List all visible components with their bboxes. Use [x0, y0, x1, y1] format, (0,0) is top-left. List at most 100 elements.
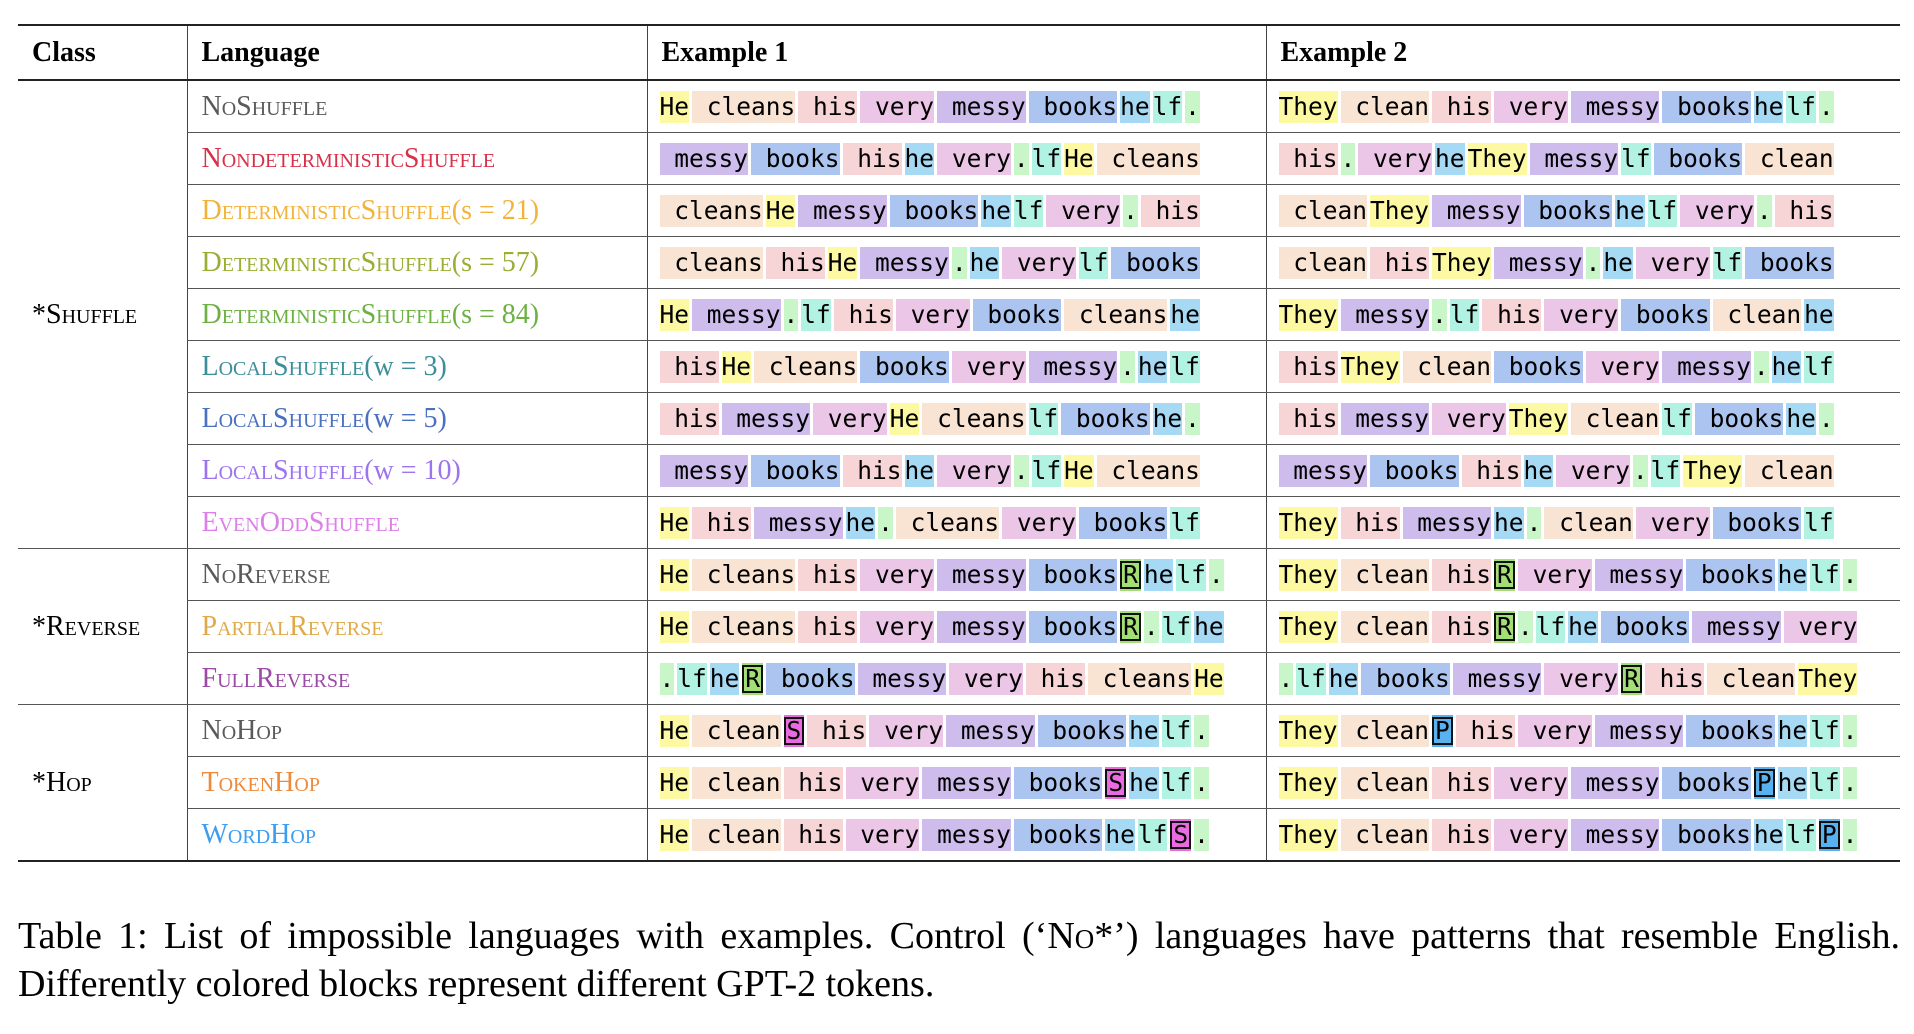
- table-row: LocalShuffle(w = 10) messy books his he v…: [18, 444, 1900, 497]
- token: clean: [1402, 350, 1492, 383]
- example-2-cell: clean his They messy. he very lf books: [1265, 236, 1900, 289]
- token: very: [860, 558, 935, 591]
- language-name: NoShuffle: [186, 80, 647, 133]
- example-2-cell: They messy. lf his very books clean he: [1265, 288, 1900, 341]
- token: he: [1777, 714, 1808, 747]
- language-name-text: DeterministicShuffle: [201, 298, 452, 330]
- token: messy: [946, 714, 1035, 747]
- example-1-cell: He messy. lf his very books cleans he: [646, 288, 1266, 341]
- language-name: PartialReverse: [186, 600, 647, 653]
- language-name-text: TokenHop: [201, 766, 320, 798]
- token: he: [1435, 142, 1465, 175]
- token: They: [1432, 246, 1492, 279]
- token: his: [783, 766, 843, 799]
- token: They: [1467, 142, 1527, 175]
- example-2-cell: They his messy he. clean very books lf: [1265, 496, 1900, 549]
- language-param: (s = 84): [451, 298, 540, 330]
- token: cleans: [754, 350, 858, 383]
- token: clean: [1340, 766, 1430, 799]
- language-name: NoReverse: [186, 548, 647, 601]
- token: messy: [1662, 350, 1751, 383]
- language-name-text: NoHop: [201, 714, 282, 746]
- token: lf: [1078, 246, 1109, 279]
- token: he: [1786, 402, 1816, 435]
- token: lf: [1449, 298, 1480, 331]
- token: They: [1278, 766, 1338, 799]
- example-1-cell: He clean his very messy books he lf S.: [646, 808, 1266, 861]
- token: .: [878, 506, 893, 539]
- marker-token-text: S: [1170, 820, 1192, 849]
- language-name-text: NondeterministicShuffle: [201, 142, 496, 174]
- token: lf: [1712, 246, 1743, 279]
- example-1-cell: He clean S his very messy books he lf.: [646, 704, 1266, 757]
- table-row: *Hop NoHop He clean S his very messy books h…: [18, 704, 1900, 798]
- token: very: [895, 298, 970, 331]
- marker-token-text: P: [1753, 768, 1775, 797]
- token: books: [860, 350, 949, 383]
- token: .: [1185, 90, 1200, 123]
- language-name: NondeterministicShuffle: [186, 132, 647, 185]
- token: messy: [860, 246, 949, 279]
- caption-suffix: ’) languages have patterns that resemble…: [18, 915, 1901, 1005]
- token: messy: [1494, 246, 1583, 279]
- language-param: (w = 3): [364, 350, 447, 382]
- language-name-text: DeterministicShuffle: [201, 194, 452, 226]
- language-name-text: LocalShuffle: [201, 350, 365, 382]
- token: .: [1194, 818, 1209, 851]
- marker-token-text: S: [783, 716, 805, 745]
- token: he: [1804, 298, 1834, 331]
- token: lf: [1137, 818, 1168, 851]
- token: very: [949, 662, 1023, 695]
- token: messy: [659, 142, 749, 175]
- example-1-cell: He cleans his very messy books he lf.: [646, 80, 1266, 133]
- token: very: [845, 766, 920, 799]
- token: he: [904, 142, 935, 175]
- token: messy: [937, 610, 1026, 643]
- marker-token: R: [1120, 558, 1141, 591]
- header-class: Class: [18, 25, 187, 81]
- token: messy: [1570, 90, 1660, 123]
- token: .: [1585, 246, 1601, 279]
- header-example-2: Example 2: [1265, 25, 1900, 81]
- token: lf: [1621, 142, 1651, 175]
- token: lf: [1031, 142, 1062, 175]
- token: his: [1432, 766, 1492, 799]
- token: lf: [677, 662, 707, 695]
- token: books: [1662, 90, 1751, 123]
- language-name-text: DeterministicShuffle: [201, 246, 452, 278]
- token: very: [1432, 402, 1506, 435]
- token: books: [1370, 454, 1459, 487]
- token: cleans: [1096, 142, 1200, 175]
- token: cleans: [922, 402, 1026, 435]
- token: books: [1662, 818, 1751, 851]
- token: messy: [754, 506, 843, 539]
- language-name-text: EvenOddShuffle: [201, 506, 400, 538]
- token: very: [845, 818, 920, 851]
- caption-prefix: Table 1: List of impossible languages wi…: [18, 915, 1048, 957]
- token: messy: [1402, 506, 1492, 539]
- token: he: [1494, 506, 1524, 539]
- token: books: [1662, 766, 1751, 799]
- token: clean: [1340, 558, 1430, 591]
- token: cleans: [1096, 454, 1200, 487]
- token: clean: [1340, 610, 1430, 643]
- token: messy: [1028, 350, 1118, 383]
- example-1-cell: messy books his he very. lf He cleans: [646, 444, 1266, 497]
- marker-token-text: S: [1105, 768, 1127, 797]
- token: They: [1278, 610, 1338, 643]
- token: very: [869, 714, 944, 747]
- token: They: [1278, 558, 1338, 591]
- language-param: (w = 5): [364, 402, 447, 434]
- token: lf: [1176, 558, 1206, 591]
- token: He: [659, 558, 690, 591]
- table-row: NondeterministicShuffle messy books his h…: [18, 132, 1900, 185]
- token: lf: [1161, 610, 1192, 643]
- example-2-cell: They clean his R very messy books he lf.: [1265, 548, 1900, 601]
- token: .: [1526, 506, 1542, 539]
- token: clean: [1745, 142, 1834, 175]
- table-caption: Table 1: List of impossible languages wi…: [18, 912, 1900, 1008]
- marker-token-text: R: [1494, 560, 1515, 589]
- token: books: [1028, 90, 1118, 123]
- token: he: [904, 454, 935, 487]
- token: he: [1129, 766, 1159, 799]
